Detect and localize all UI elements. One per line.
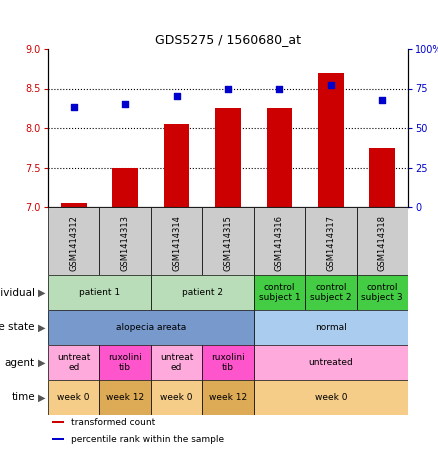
- Text: disease state: disease state: [0, 323, 35, 333]
- Bar: [164, 124, 189, 207]
- Text: week 12: week 12: [106, 393, 144, 402]
- Text: GSM1414315: GSM1414315: [223, 215, 233, 271]
- Bar: [99, 207, 151, 275]
- Bar: [254, 345, 408, 380]
- Bar: [48, 310, 254, 345]
- Bar: [61, 203, 87, 207]
- Text: percentile rank within the sample: percentile rank within the sample: [71, 435, 225, 444]
- Text: control
subject 3: control subject 3: [361, 283, 403, 302]
- Point: [70, 104, 77, 111]
- Text: week 0: week 0: [314, 393, 347, 402]
- Bar: [305, 275, 357, 310]
- Bar: [357, 207, 408, 275]
- Text: week 0: week 0: [57, 393, 90, 402]
- Bar: [254, 207, 305, 275]
- Title: GDS5275 / 1560680_at: GDS5275 / 1560680_at: [155, 34, 301, 47]
- Bar: [305, 207, 357, 275]
- Bar: [254, 275, 305, 310]
- Bar: [151, 380, 202, 415]
- Text: ▶: ▶: [38, 288, 46, 298]
- Bar: [151, 275, 254, 310]
- Point: [173, 93, 180, 100]
- Text: normal: normal: [315, 323, 347, 332]
- Bar: [151, 345, 202, 380]
- Text: agent: agent: [5, 357, 35, 367]
- Text: patient 1: patient 1: [79, 288, 120, 297]
- Bar: [267, 108, 292, 207]
- Text: GSM1414312: GSM1414312: [69, 215, 78, 271]
- Text: untreat
ed: untreat ed: [160, 353, 193, 372]
- Text: GSM1414314: GSM1414314: [172, 215, 181, 271]
- Text: ▶: ▶: [38, 323, 46, 333]
- Text: ruxolini
tib: ruxolini tib: [211, 353, 245, 372]
- Bar: [52, 439, 64, 440]
- Bar: [48, 275, 151, 310]
- Bar: [357, 275, 408, 310]
- Text: control
subject 1: control subject 1: [258, 283, 300, 302]
- Point: [379, 96, 386, 103]
- Bar: [215, 108, 241, 207]
- Bar: [202, 345, 254, 380]
- Bar: [48, 380, 99, 415]
- Point: [122, 101, 129, 108]
- Text: week 12: week 12: [209, 393, 247, 402]
- Bar: [318, 72, 344, 207]
- Text: ▶: ▶: [38, 357, 46, 367]
- Point: [225, 85, 232, 92]
- Text: week 0: week 0: [160, 393, 193, 402]
- Text: control
subject 2: control subject 2: [310, 283, 352, 302]
- Bar: [254, 310, 408, 345]
- Bar: [151, 207, 202, 275]
- Bar: [48, 345, 99, 380]
- Text: time: time: [11, 392, 35, 403]
- Bar: [202, 380, 254, 415]
- Bar: [112, 168, 138, 207]
- Bar: [99, 345, 151, 380]
- Text: untreated: untreated: [308, 358, 353, 367]
- Bar: [254, 380, 408, 415]
- Bar: [52, 421, 64, 423]
- Text: transformed count: transformed count: [71, 418, 155, 427]
- Text: GSM1414318: GSM1414318: [378, 215, 387, 271]
- Text: alopecia areata: alopecia areata: [116, 323, 186, 332]
- Point: [276, 85, 283, 92]
- Text: untreat
ed: untreat ed: [57, 353, 90, 372]
- Bar: [48, 207, 99, 275]
- Text: GSM1414313: GSM1414313: [120, 215, 130, 271]
- Text: GSM1414316: GSM1414316: [275, 215, 284, 271]
- Bar: [99, 380, 151, 415]
- Text: GSM1414317: GSM1414317: [326, 215, 336, 271]
- Bar: [369, 148, 395, 207]
- Point: [327, 82, 334, 89]
- Text: ▶: ▶: [38, 392, 46, 403]
- Text: patient 2: patient 2: [182, 288, 223, 297]
- Bar: [202, 207, 254, 275]
- Text: ruxolini
tib: ruxolini tib: [108, 353, 142, 372]
- Text: individual: individual: [0, 288, 35, 298]
